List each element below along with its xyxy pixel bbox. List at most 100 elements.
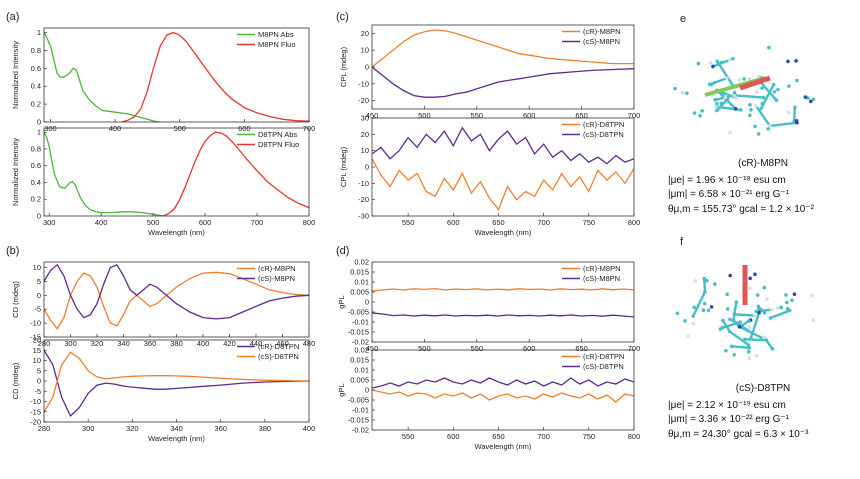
atom: [767, 45, 771, 50]
angle-gcal-e: θμ,m = 155.73° gcal = 1.2 × 10⁻²: [668, 203, 814, 215]
atom: [691, 314, 696, 318]
legend-label: (cS)-D8TPN: [583, 130, 624, 139]
atom: [748, 113, 752, 118]
atom: [738, 108, 743, 112]
atom: [793, 105, 797, 110]
x-tick-label: 750: [583, 218, 596, 227]
legend-label: (cS)-D8TPN: [583, 362, 624, 371]
dipole-arrow: [739, 75, 771, 91]
atom: [748, 286, 752, 291]
x-tick-label: 650: [492, 218, 505, 227]
molecule-f: f: [675, 236, 816, 361]
x-tick-label: 650: [575, 344, 588, 353]
atom: [756, 304, 761, 309]
y-tick-label: 20: [33, 336, 41, 345]
legend-label: D8TPN Fluo: [258, 140, 299, 149]
compound-name-e: (cR)-M8PN: [738, 158, 788, 169]
info-block-f: (cS)-D8TPN |μe| = 2.12 × 10⁻¹⁹ esu cm |μ…: [668, 382, 858, 442]
y-tick-label: 0: [365, 63, 369, 72]
atom: [746, 343, 751, 347]
y-tick-label: 0.005: [350, 288, 369, 297]
y-tick-label: 0.01: [354, 366, 369, 375]
y-axis-label: gPL: [337, 383, 346, 396]
y-axis-label: CD (mdeg): [11, 362, 20, 399]
atom: [776, 87, 780, 92]
atom: [753, 313, 757, 318]
atom: [680, 90, 685, 95]
y-tick-label: -10: [30, 319, 41, 328]
bond: [692, 290, 707, 318]
atom: [768, 316, 773, 320]
x-tick-label: 400: [303, 424, 316, 433]
atom: [685, 91, 689, 96]
series-line-1: [372, 66, 634, 98]
atom: [734, 96, 738, 100]
atom: [692, 111, 697, 115]
y-tick-label: 1: [37, 128, 41, 137]
dipole-arrow: [742, 265, 748, 305]
atom: [774, 98, 779, 103]
x-tick-label: 320: [91, 339, 104, 348]
series-line-0: [44, 131, 164, 216]
y-tick-label: -0.005: [348, 396, 369, 405]
x-tick-label: 300: [43, 218, 56, 227]
bond: [728, 330, 750, 347]
atom: [771, 82, 776, 87]
y-tick-label: -30: [358, 212, 369, 221]
atom: [737, 325, 742, 329]
atom: [762, 310, 767, 315]
bond: [732, 94, 765, 99]
atom: [693, 279, 698, 283]
atom: [748, 276, 752, 281]
chart-b_bot: 280 300 320 340 360 380 400-20-15-10-505101520…: [11, 336, 315, 444]
x-tick-label: 650: [575, 111, 588, 120]
y-tick-label: 20: [361, 29, 369, 38]
legend-label: (cS)-D8TPN: [258, 352, 299, 361]
atom: [683, 319, 687, 323]
legend-label: (cR)-D8TPN: [258, 342, 299, 351]
atom: [700, 109, 704, 113]
bond: [703, 277, 707, 294]
atom: [753, 272, 757, 277]
y-tick-label: -0.015: [348, 328, 369, 337]
x-tick-label: 650: [492, 432, 505, 441]
dipole-magnetic-f: |μm| = 3.36 × 10⁻²² erg G⁻¹: [668, 414, 790, 425]
atom: [725, 292, 729, 297]
y-tick-label: -15: [30, 333, 41, 342]
atom: [731, 56, 735, 61]
atom: [769, 307, 774, 312]
panel-letter: (a): [6, 11, 19, 23]
atom: [766, 127, 770, 131]
x-tick-label: 600: [447, 218, 460, 227]
bond: [743, 338, 768, 342]
y-tick-label: -10: [30, 397, 41, 406]
x-tick-label: 700: [628, 344, 641, 353]
y-axis-label: CPL (mdeg): [339, 146, 348, 187]
y-tick-label: -15: [30, 407, 41, 416]
y-tick-label: 0.8: [31, 46, 41, 55]
atom: [760, 86, 764, 90]
x-tick-label: 550: [402, 432, 415, 441]
y-tick-label: -10: [358, 179, 369, 188]
atom: [731, 318, 736, 323]
dipole-magnetic-e: |μm| = 6.58 × 10⁻²¹ erg G⁻¹: [668, 189, 790, 200]
atom: [790, 298, 794, 303]
atom: [715, 101, 719, 106]
x-tick-label: 420: [223, 339, 236, 348]
y-tick-label: 0.01: [354, 278, 369, 287]
x-tick-label: 600: [523, 111, 536, 120]
bond: [732, 319, 754, 335]
y-tick-label: 5: [37, 277, 41, 286]
x-tick-label: 500: [418, 111, 431, 120]
atom: [686, 334, 690, 338]
series-line-1: [372, 377, 634, 389]
atom: [715, 108, 719, 113]
y-tick-label: 30: [361, 114, 369, 123]
y-tick-label: 0.015: [350, 356, 369, 365]
x-axis-label: Wavelength (nm): [475, 442, 532, 451]
series-line-0: [44, 32, 161, 122]
x-tick-label: 360: [214, 424, 227, 433]
atom: [786, 110, 791, 115]
panel-letter-f: f: [680, 236, 684, 248]
legend-label: (cR)-M8PN: [258, 264, 296, 273]
